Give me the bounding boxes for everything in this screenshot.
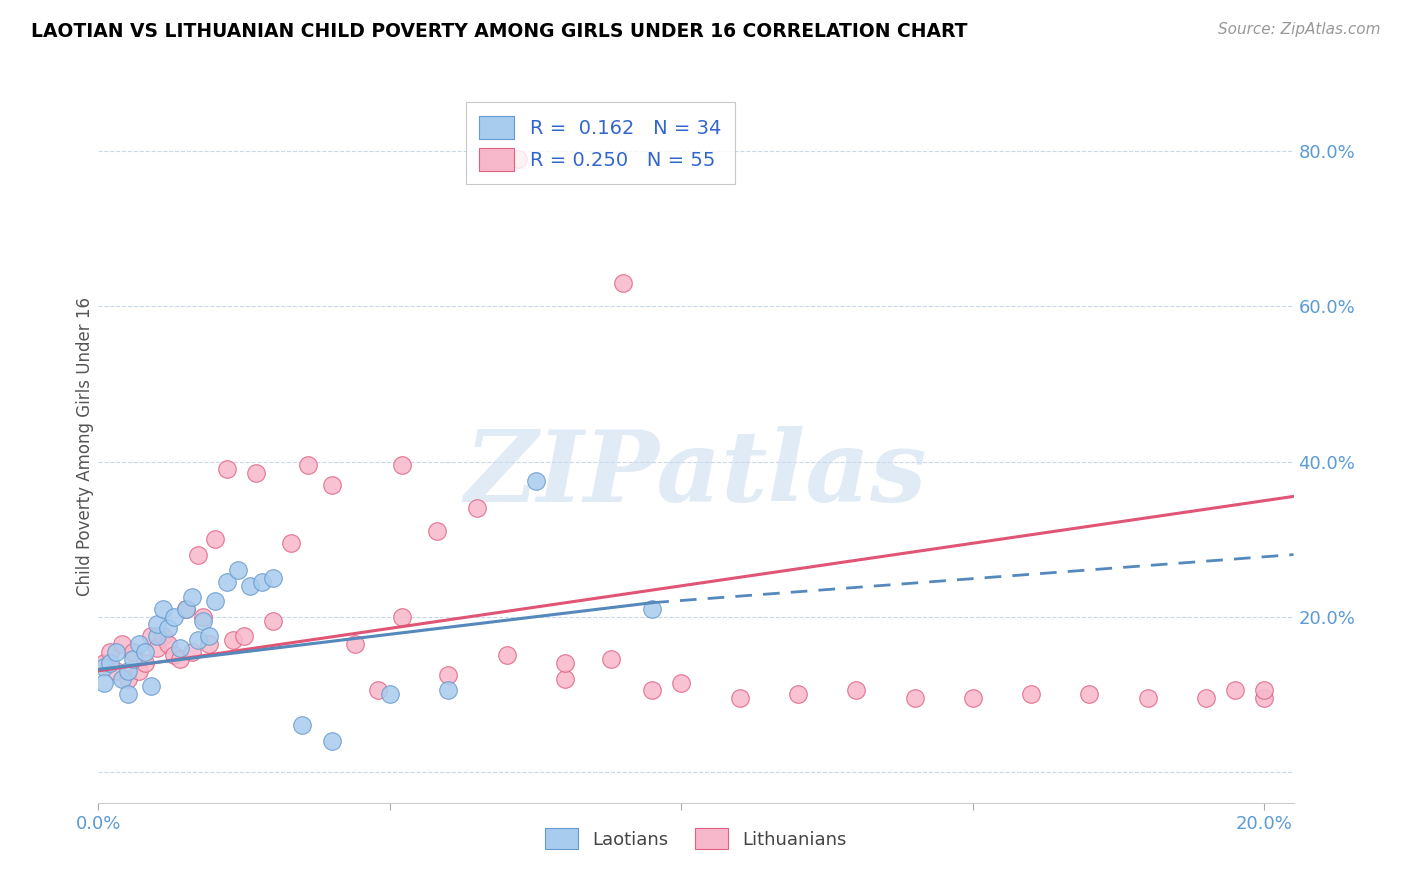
Point [250,574,273,589]
Point [787,687,810,701]
Point [1253,683,1275,698]
Point [671,675,693,690]
Point [104,664,127,678]
Point [297,458,319,473]
Point [180,591,202,605]
Point [962,691,984,706]
Point [215,462,238,476]
Text: Source: ZipAtlas.com: Source: ZipAtlas.com [1218,22,1381,37]
Point [425,524,447,539]
Point [1136,691,1159,706]
Point [391,609,413,624]
Point [1253,691,1275,706]
Point [262,614,284,628]
Point [1195,691,1218,706]
Point [117,687,139,701]
Point [1078,687,1101,701]
Point [152,629,174,643]
Point [117,672,139,686]
Point [215,574,238,589]
Point [152,602,174,616]
Point [163,609,186,624]
Point [204,532,226,546]
Point [641,683,664,698]
Point [367,683,389,698]
Point [903,691,925,706]
Point [204,594,226,608]
Point [139,629,162,643]
Point [280,536,302,550]
Point [145,629,167,643]
Point [122,644,145,658]
Point [728,691,751,706]
Point [157,637,180,651]
Point [145,617,167,632]
Point [98,656,121,670]
Legend: Laotians, Lithuanians: Laotians, Lithuanians [536,819,856,858]
Point [467,501,489,516]
Point [111,672,134,686]
Point [600,652,623,666]
Point [641,602,664,616]
Point [508,152,530,166]
Point [134,656,156,670]
Point [262,571,284,585]
Point [180,644,202,658]
Y-axis label: Child Poverty Among Girls Under 16: Child Poverty Among Girls Under 16 [76,296,94,596]
Point [174,602,197,616]
Point [128,664,150,678]
Point [437,668,460,682]
Point [117,664,139,678]
Point [111,637,134,651]
Point [321,477,343,491]
Point [169,640,191,655]
Text: LAOTIAN VS LITHUANIAN CHILD POVERTY AMONG GIRLS UNDER 16 CORRELATION CHART: LAOTIAN VS LITHUANIAN CHILD POVERTY AMON… [31,22,967,41]
Point [198,629,221,643]
Point [134,644,156,658]
Point [1019,687,1042,701]
Point [186,548,208,562]
Point [378,687,401,701]
Point [554,656,576,670]
Point [233,629,256,643]
Point [98,644,121,658]
Point [524,474,547,488]
Point [198,637,221,651]
Point [228,563,250,577]
Point [343,637,366,651]
Point [554,672,576,686]
Point [93,656,115,670]
Point [193,609,215,624]
Point [163,648,186,663]
Point [128,637,150,651]
Point [221,632,243,647]
Point [845,683,868,698]
Point [291,718,314,732]
Text: ZIPatlas: ZIPatlas [465,426,927,523]
Point [1225,683,1247,698]
Point [169,652,191,666]
Point [245,466,267,480]
Point [321,733,343,747]
Point [495,648,517,663]
Point [104,644,127,658]
Point [186,632,208,647]
Point [122,652,145,666]
Point [239,579,262,593]
Point [612,276,634,290]
Point [145,640,167,655]
Point [93,660,115,674]
Point [391,458,413,473]
Point [193,614,215,628]
Point [437,683,460,698]
Point [174,602,197,616]
Point [93,675,115,690]
Point [139,680,162,694]
Point [157,621,180,635]
